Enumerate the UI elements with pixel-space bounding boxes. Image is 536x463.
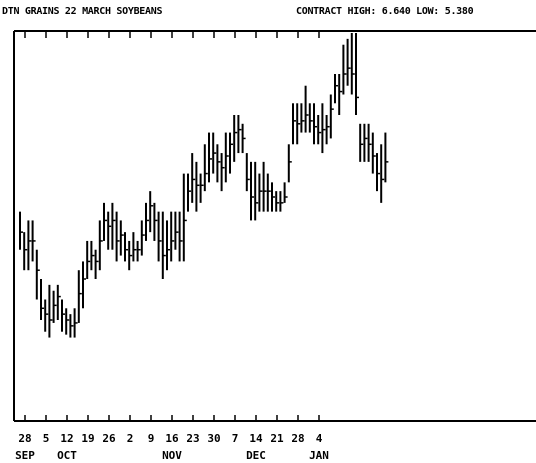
x-tick-label: 7 [232, 432, 239, 445]
month-label: NOV [162, 449, 182, 462]
x-tick-label: 30 [207, 432, 220, 445]
x-tick-label: 23 [186, 432, 199, 445]
month-label: JAN [309, 449, 329, 462]
x-tick-label: 21 [270, 432, 284, 445]
x-tick-label: 9 [148, 432, 155, 445]
x-tick-label: 12 [60, 432, 73, 445]
x-tick-label: 26 [102, 432, 116, 445]
x-tick-label: 28 [291, 432, 304, 445]
x-tick-label: 16 [165, 432, 179, 445]
x-tick-label: 2 [127, 432, 134, 445]
x-tick-label: 4 [316, 432, 323, 445]
x-tick-label: 28 [18, 432, 31, 445]
x-tick-label: 14 [249, 432, 263, 445]
x-tick-label: 5 [43, 432, 50, 445]
contract-range-readout: CONTRACT HIGH: 6.640 LOW: 5.380 [296, 6, 474, 17]
month-label: DEC [246, 449, 266, 462]
chart-title: DTN GRAINS 22 MARCH SOYBEANS [2, 6, 163, 17]
month-label: SEP [15, 449, 35, 462]
x-tick-label: 19 [81, 432, 94, 445]
month-label: OCT [57, 449, 77, 462]
